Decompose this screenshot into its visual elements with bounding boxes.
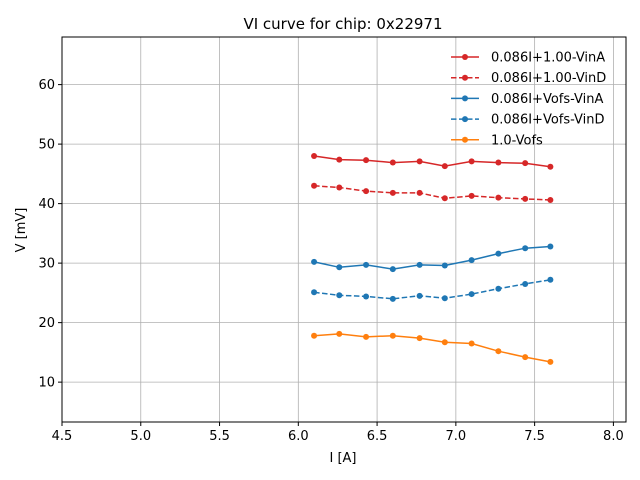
data-point [441,295,448,302]
data-point [416,158,423,165]
legend-label: 0.086I+1.00-VinA [491,51,605,66]
series-layer [311,153,554,365]
legend-label: 0.086I+Vofs-VinD [491,113,605,128]
data-point [389,332,396,339]
legend-item: 0.086I+1.00-VinD [451,71,606,86]
data-point [389,295,396,302]
data-point [468,291,475,298]
legend-item: 0.086I+Vofs-VinA [451,92,604,107]
data-point [311,258,318,265]
y-tick-label: 50 [38,138,55,153]
series-2 [311,243,554,273]
x-tick-label: 8.0 [603,429,624,444]
legend-marker [462,95,468,102]
data-point [547,197,554,204]
y-tick-label: 60 [38,78,55,93]
y-tick-label: 30 [38,257,55,272]
data-point [336,264,343,271]
x-tick-label: 4.5 [52,429,73,444]
data-point [416,335,423,342]
data-point [468,257,475,264]
series-line [314,333,551,363]
data-point [389,189,396,196]
x-tick-label: 7.0 [446,429,467,444]
data-point [416,292,423,299]
legend-item: 0.086I+Vofs-VinD [451,113,605,128]
data-point [336,292,343,299]
data-point [441,195,448,202]
x-tick-label: 5.0 [130,429,151,444]
data-point [336,156,343,163]
data-point [547,163,554,170]
data-point [363,333,370,340]
legend-item: 0.086I+1.00-VinA [451,51,605,66]
grid [61,37,626,422]
legend-label: 0.086I+1.00-VinD [491,71,606,86]
data-point [522,280,529,287]
data-point [416,261,423,268]
series-1 [311,182,554,204]
data-point [389,159,396,166]
x-tick-label: 6.5 [367,429,388,444]
series-line [314,185,551,201]
ticks: 4.5 5.0 5.5 6.0 6.5 7.0 7.5 8.0 10 20 30 40 50 60 [38,78,623,444]
data-point [311,182,318,189]
legend-marker [462,116,468,123]
data-point [389,266,396,273]
data-point [416,189,423,196]
series-3 [311,276,554,302]
legend-marker [462,136,468,143]
data-point [363,157,370,164]
y-tick-label: 20 [38,316,55,331]
series-0 [311,153,554,170]
series-line [314,279,551,300]
data-point [336,184,343,191]
data-point [522,354,529,361]
legend-item: 1.0-Vofs [451,133,543,148]
data-point [363,261,370,268]
data-point [547,276,554,283]
x-tick-label: 6.0 [288,429,309,444]
data-point [547,243,554,250]
data-point [311,289,318,296]
data-point [363,188,370,195]
data-point [441,339,448,346]
plot-frame [61,36,627,423]
data-point [441,262,448,269]
data-point [522,245,529,252]
chart-title: VI curve for chip: 0x22971 [243,15,442,33]
legend-label: 0.086I+Vofs-VinA [491,92,604,107]
legend: 0.086I+1.00-VinA 0.086I+1.00-VinD 0.086I+V… [451,51,606,148]
data-point [522,160,529,167]
data-point [468,158,475,165]
data-point [495,194,502,201]
data-point [495,285,502,292]
data-point [311,153,318,160]
x-tick-label: 5.5 [209,429,230,444]
legend-marker [462,54,468,60]
series-4 [311,330,554,365]
data-point [363,293,370,300]
y-axis-label: V [mV] [14,208,29,253]
x-tick-label: 7.5 [524,429,545,444]
legend-label: 1.0-Vofs [491,133,543,148]
data-point [522,195,529,202]
data-point [495,159,502,166]
data-point [311,332,318,339]
data-point [336,330,343,337]
series-line [313,245,551,270]
data-point [547,358,554,365]
legend-marker [462,74,468,81]
data-point [441,163,448,170]
data-point [468,192,475,199]
data-point [468,340,475,347]
y-tick-label: 40 [38,197,55,212]
x-axis-label: I [A] [329,451,356,466]
data-point [495,348,502,355]
data-point [495,250,502,257]
y-tick-label: 10 [38,376,55,391]
series-line [313,155,551,168]
